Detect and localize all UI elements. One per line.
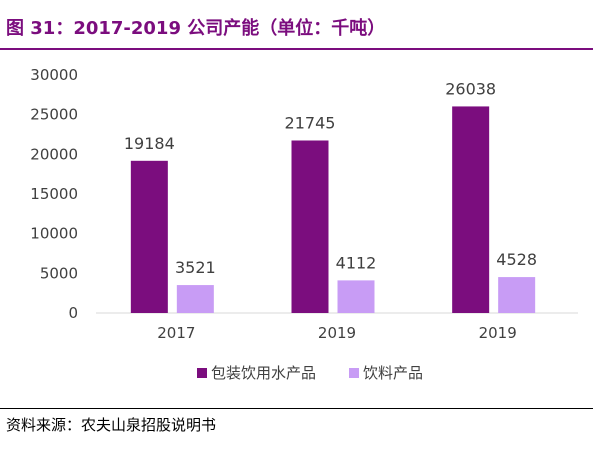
bar-chart: 0 5000 10000 15000 20000 25000 30000 2017 19184 3… bbox=[30, 66, 578, 382]
x-tick-label: 2019 bbox=[479, 324, 517, 342]
y-tick-label: 25000 bbox=[30, 106, 78, 124]
title-underline bbox=[0, 48, 593, 50]
legend-label: 饮料产品 bbox=[363, 364, 423, 382]
chart-title: 图 31：2017-2019 公司产能（单位：千吨） bbox=[6, 18, 386, 39]
bar-beverages bbox=[176, 285, 214, 313]
bar-beverages bbox=[337, 280, 375, 313]
source-note: 资料来源：农夫山泉招股说明书 bbox=[6, 416, 217, 434]
legend-label: 包装饮用水产品 bbox=[211, 364, 316, 382]
y-tick-label: 20000 bbox=[30, 145, 78, 163]
legend-swatch bbox=[349, 368, 359, 378]
data-label: 3521 bbox=[175, 258, 216, 277]
chart-area: 0 5000 10000 15000 20000 25000 30000 2017 19184 3… bbox=[0, 50, 593, 406]
y-tick-label: 5000 bbox=[40, 264, 78, 282]
data-label: 4528 bbox=[496, 250, 537, 269]
bar-beverages bbox=[498, 277, 536, 313]
y-tick-label: 10000 bbox=[30, 225, 78, 243]
x-tick-label: 2019 bbox=[318, 324, 356, 342]
y-tick-label: 15000 bbox=[30, 185, 78, 203]
data-label: 26038 bbox=[445, 79, 496, 98]
y-tick-label: 30000 bbox=[30, 66, 78, 84]
data-label: 19184 bbox=[124, 134, 175, 153]
data-label: 4112 bbox=[336, 253, 377, 272]
source-divider bbox=[0, 408, 593, 409]
bar-bottled-water bbox=[452, 106, 490, 313]
x-tick-label: 2017 bbox=[157, 324, 195, 342]
y-tick-label: 0 bbox=[68, 304, 78, 322]
legend-swatch bbox=[197, 368, 207, 378]
bar-bottled-water bbox=[130, 160, 168, 313]
bar-bottled-water bbox=[291, 140, 329, 313]
data-label: 21745 bbox=[285, 113, 336, 132]
